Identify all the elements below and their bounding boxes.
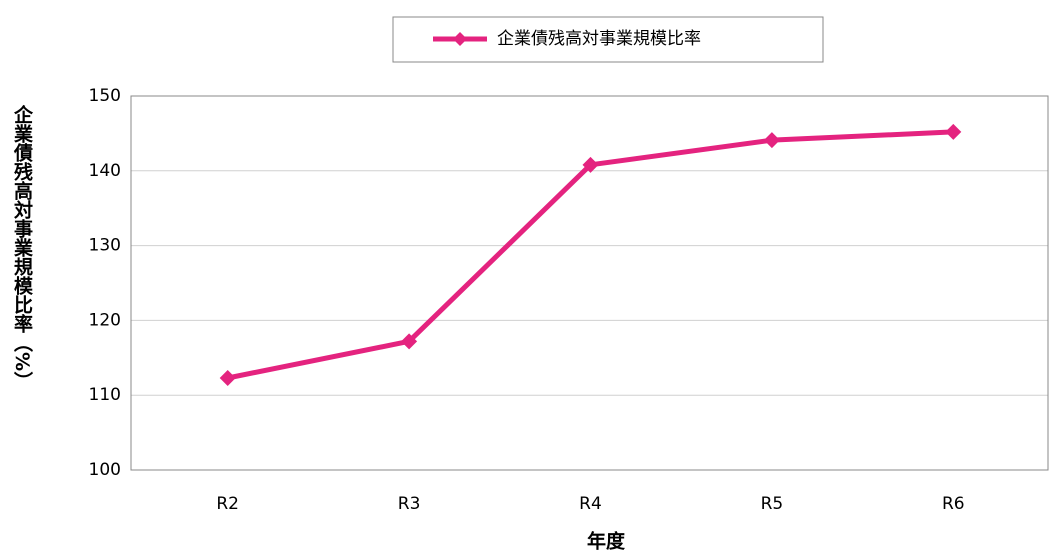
y-tick-label: 120 xyxy=(89,310,121,330)
point xyxy=(763,132,780,149)
y-tick-label: 140 xyxy=(89,161,121,181)
x-axis-label: 年度 xyxy=(587,530,626,553)
legend-marker xyxy=(453,32,467,46)
x-tick-label: R4 xyxy=(579,494,602,514)
y-tick-label: 130 xyxy=(89,236,121,256)
point xyxy=(945,123,962,140)
x-tick-label: R3 xyxy=(398,494,421,514)
point xyxy=(582,156,599,173)
legend-label: 企業債残高対事業規模比率 xyxy=(497,29,701,49)
plot-frame xyxy=(130,95,1049,471)
x-tick-label: R5 xyxy=(761,494,784,514)
x-tick-label: R6 xyxy=(942,494,965,514)
y-axis-label: 企業債残高対事業規模比率（%） xyxy=(11,104,34,390)
point xyxy=(401,333,418,350)
point xyxy=(219,369,236,386)
y-tick-label: 100 xyxy=(89,460,121,480)
y-tick-label: 150 xyxy=(89,86,121,106)
x-tick-label: R2 xyxy=(216,494,239,514)
y-tick-label: 110 xyxy=(89,385,121,405)
